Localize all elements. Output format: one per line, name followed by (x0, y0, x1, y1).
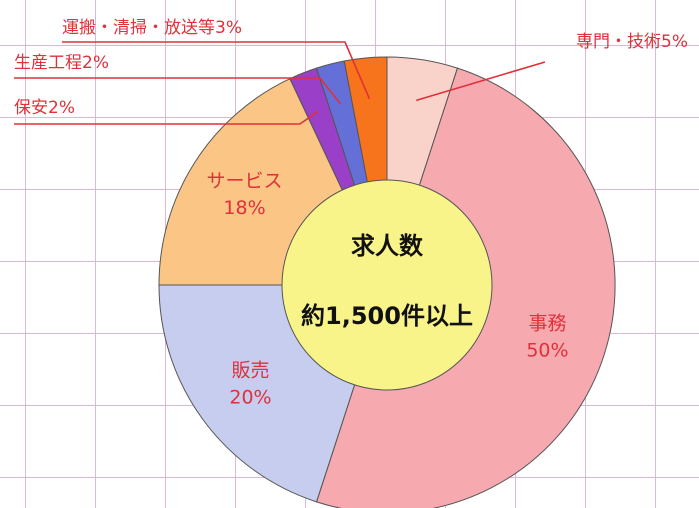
center-circle (281, 179, 493, 391)
leader-line (62, 41, 371, 100)
value-label: 50% (526, 340, 568, 362)
leader-line (14, 77, 342, 105)
category-label: 生産工程 (14, 53, 82, 73)
category-label: 事務 (528, 313, 566, 335)
category-label: 運搬・清掃・放送等 (62, 18, 215, 38)
value-label: 2% (82, 53, 109, 73)
slice-label: 生産工程2% (14, 53, 109, 73)
category-label: 保安 (14, 98, 48, 118)
category-label: サービス (207, 170, 283, 192)
center-text: 約1,500件以上 (301, 302, 473, 330)
value-label: 2% (48, 98, 75, 118)
slice-label: 保安2% (14, 98, 75, 118)
slice-label: 専門・技術5% (576, 32, 688, 52)
leader-line (14, 110, 319, 125)
value-label: 3% (215, 18, 242, 38)
center-text: 求人数 (351, 232, 424, 260)
value-label: 18% (223, 197, 265, 219)
leader-line (416, 61, 546, 102)
category-label: 販売 (231, 360, 269, 382)
slice-label: 運搬・清掃・放送等3% (62, 18, 242, 38)
value-label: 20% (229, 387, 271, 409)
category-label: 専門・技術 (576, 32, 661, 52)
value-label: 5% (661, 32, 688, 52)
